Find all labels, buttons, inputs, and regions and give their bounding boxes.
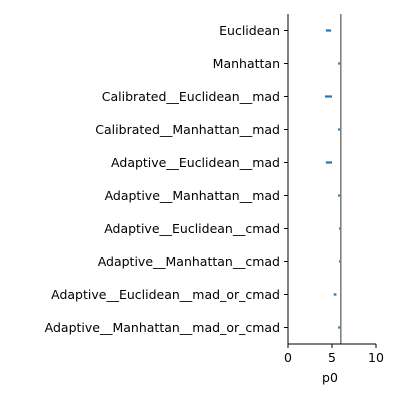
- y-tick-label: Calibrated__Manhattan__mad: [95, 122, 280, 137]
- y-tick-label: Calibrated__Euclidean__mad: [102, 89, 280, 104]
- x-axis-ticks: 0 5 10: [284, 344, 384, 365]
- y-tick-label: Adaptive__Euclidean__mad_or_cmad: [51, 287, 280, 302]
- y-axis-ticks: Euclidean Manhattan Calibrated__Euclidean_…: [45, 23, 288, 335]
- y-tick-label: Adaptive__Euclidean__cmad: [104, 221, 280, 236]
- y-tick-label: Adaptive__Manhattan__mad: [105, 188, 280, 203]
- y-tick-label: Euclidean: [219, 23, 280, 38]
- y-tick-label: Adaptive__Manhattan__cmad: [98, 254, 280, 269]
- chart-marks: [324, 14, 342, 344]
- y-tick-label: Adaptive__Manhattan__mad_or_cmad: [45, 320, 280, 335]
- x-tick-label: 0: [284, 350, 292, 365]
- x-axis-label: p0: [322, 370, 338, 385]
- y-tick-label: Manhattan: [213, 56, 280, 71]
- y-tick-label: Adaptive__Euclidean__mad: [111, 155, 280, 170]
- x-tick-label: 5: [328, 350, 336, 365]
- x-tick-label: 10: [368, 350, 384, 365]
